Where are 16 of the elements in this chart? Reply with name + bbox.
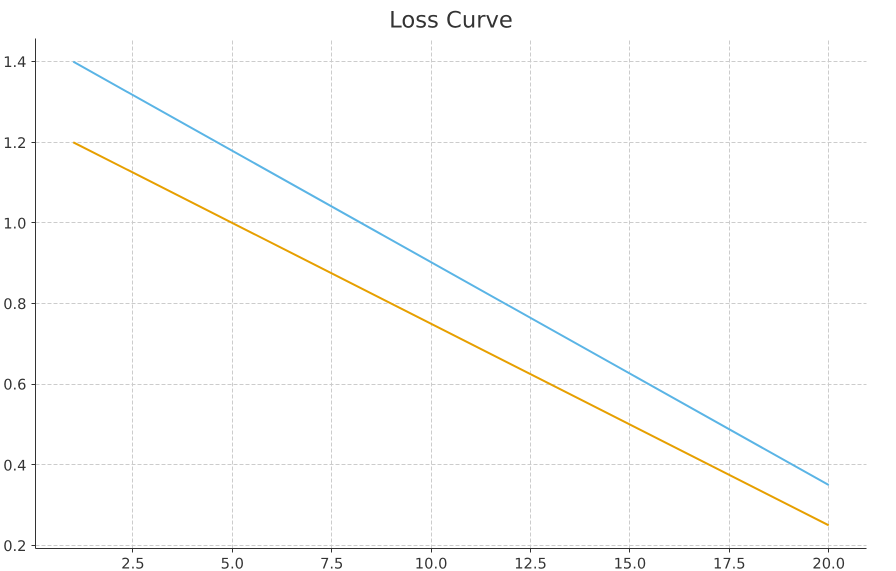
x-tick-label: 2.5	[121, 556, 145, 571]
y-tick-label: 1.0	[3, 215, 27, 232]
y-tick-label: 1.4	[3, 54, 27, 72]
x-tick-label: 17.5	[713, 556, 746, 571]
y-tick-label: 1.2	[3, 134, 27, 152]
x-tick-label: 7.5	[320, 556, 344, 571]
y-tick-label: 0.2	[3, 538, 27, 555]
x-tick-label: 20.0	[812, 556, 846, 571]
x-tick-label: 5.0	[220, 556, 244, 571]
y-tick-label: 0.4	[3, 457, 27, 474]
y-tick-label: 0.6	[3, 376, 27, 394]
chart-title: Loss Curve	[389, 8, 513, 34]
x-tick-label: 12.5	[514, 556, 547, 571]
x-tick-label: 15.0	[614, 556, 646, 571]
x-tick-label: 10.0	[414, 556, 448, 571]
y-tick-label: 0.8	[3, 296, 27, 314]
